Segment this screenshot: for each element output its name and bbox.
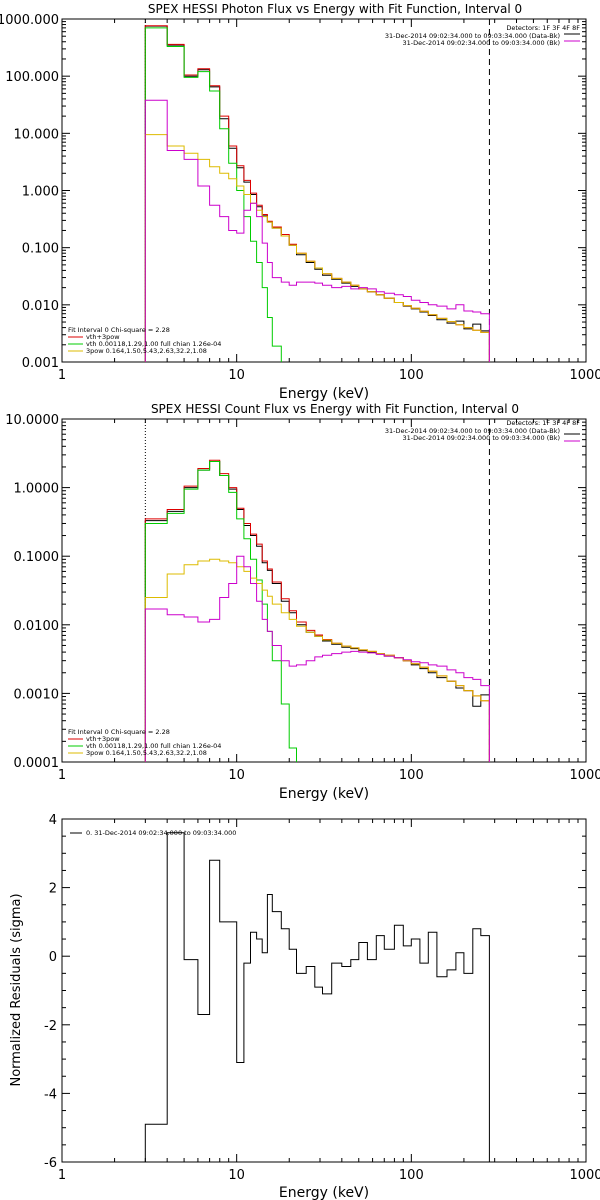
x-tick-label: 1 [58, 768, 66, 783]
residuals-plot-frame [61, 818, 587, 1163]
x-tick-label: 100 [399, 1168, 424, 1183]
series-0-31-dec-2014-09-02-34-000-to-09-03-34-0 [144, 832, 490, 1162]
residuals-panel: 1 10 100 1000 4 2 0 -2 -4 -6 Normalized … [9, 813, 600, 1200]
residuals-x-axis-label: Energy (keV) [279, 1185, 369, 1200]
photon-chart-title: SPEX HESSI Photon Flux vs Energy with Fi… [148, 2, 522, 16]
legend-entry-label: 3pow 0.164,1.50,5.43,2.63,32.2,1.08 [86, 749, 207, 757]
photon-flux-panel: SPEX HESSI Photon Flux vs Energy with Fi… [0, 2, 600, 402]
series-3pow [144, 134, 490, 362]
legend-entry-label: 31-Dec-2014 09:02:34.000 to 09:03:34.000… [403, 434, 561, 442]
y-tick-label: 2 [49, 882, 57, 897]
y-tick-label: 100.000 [5, 70, 59, 85]
y-tick-label: 0.010 [22, 299, 59, 314]
legend-entry-label: 3pow 0.164,1.50,5.43,2.63,32.2,1.08 [86, 347, 207, 355]
y-tick-label: 1.0000 [14, 482, 60, 497]
y-tick-label: 1.000 [22, 185, 59, 200]
count-plot-frame [61, 418, 587, 763]
x-tick-label: 1000 [569, 768, 600, 783]
photon-legend-bottom: Fit Interval 0 Chi-square = 2.28 vth+3po… [68, 326, 221, 355]
series-vth [144, 461, 297, 762]
x-tick-label: 10 [228, 368, 245, 383]
y-tick-label: -6 [44, 1156, 57, 1171]
y-tick-label: -2 [44, 1019, 57, 1034]
series-31-dec-2014-09-02-34-000-to-09-03-34-000 [144, 555, 490, 762]
count-legend-bottom: Fit Interval 0 Chi-square = 2.28 vth+3po… [68, 728, 221, 757]
residuals-y-axis-label: Normalized Residuals (sigma) [9, 893, 24, 1086]
y-tick-label: 1000.000 [0, 13, 59, 28]
series-vth-3pow [144, 459, 490, 762]
x-tick-label: 1 [58, 368, 66, 383]
legend-detectors: Detectors: 1F 3F 4F 8F [506, 419, 580, 427]
legend-entry-label: vth 0.00118,1.29,1.00 full chian 1.26e-0… [86, 340, 221, 348]
legend-entry-label: vth 0.00118,1.29,1.00 full chian 1.26e-0… [86, 742, 221, 750]
series-31-dec-2014-09-02-34-000-to-09-03-34-000 [144, 461, 490, 762]
residuals-legend: 0. 31-Dec-2014 09:02:34.000 to 09:03:34.… [70, 829, 236, 837]
y-tick-label: 4 [49, 813, 57, 828]
photon-x-axis-label: Energy (keV) [279, 386, 369, 402]
series-31-dec-2014-09-02-34-000-to-09-03-34-000 [144, 25, 490, 362]
x-tick-label: 100 [399, 368, 424, 383]
y-tick-label: -4 [44, 1087, 57, 1102]
legend-detectors: Detectors: 1F 3F 4F 8F [506, 24, 580, 32]
y-tick-label: 0 [49, 950, 57, 965]
photon-plot-frame [61, 18, 587, 363]
series-vth [144, 27, 282, 362]
legend-entry-label: vth+3pow [86, 333, 120, 341]
photon-legend-top: Detectors: 1F 3F 4F 8F 31-Dec-2014 09:02… [385, 24, 580, 47]
y-tick-label: 0.100 [22, 242, 59, 257]
x-tick-label: 100 [399, 768, 424, 783]
count-chart-title: SPEX HESSI Count Flux vs Energy with Fit… [151, 402, 519, 416]
series-31-dec-2014-09-02-34-000-to-09-03-34-000 [144, 99, 490, 362]
x-tick-label: 10 [228, 768, 245, 783]
y-tick-label: 0.0010 [14, 687, 60, 702]
y-tick-label: 0.0100 [14, 619, 60, 634]
legend-entry-label: 31-Dec-2014 09:02:34.000 to 09:03:34.000… [385, 32, 560, 40]
x-tick-label: 1000 [569, 368, 600, 383]
y-tick-label: 10.000 [14, 127, 60, 142]
x-tick-label: 1000 [569, 1168, 600, 1183]
legend-entry-label: 31-Dec-2014 09:02:34.000 to 09:03:34.000… [403, 39, 561, 47]
y-tick-label: 0.0001 [14, 756, 60, 771]
y-tick-label: 10.0000 [5, 413, 59, 428]
x-tick-label: 1 [58, 1168, 66, 1183]
legend-fit-header: Fit Interval 0 Chi-square = 2.28 [68, 728, 170, 736]
legend-entry-label: vth+3pow [86, 735, 120, 743]
count-x-axis-label: Energy (keV) [279, 786, 369, 802]
legend-entry-label: 0. 31-Dec-2014 09:02:34.000 to 09:03:34.… [86, 829, 236, 837]
x-tick-label: 10 [228, 1168, 245, 1183]
legend-entry-label: 31-Dec-2014 09:02:34.000 to 09:03:34.000… [385, 427, 560, 435]
y-tick-label: 0.001 [22, 356, 59, 371]
series-3pow [144, 558, 490, 762]
count-legend-top: Detectors: 1F 3F 4F 8F 31-Dec-2014 09:02… [385, 419, 580, 442]
y-tick-label: 0.1000 [14, 550, 60, 565]
count-flux-panel: SPEX HESSI Count Flux vs Energy with Fit… [5, 402, 600, 802]
legend-fit-header: Fit Interval 0 Chi-square = 2.28 [68, 326, 170, 334]
